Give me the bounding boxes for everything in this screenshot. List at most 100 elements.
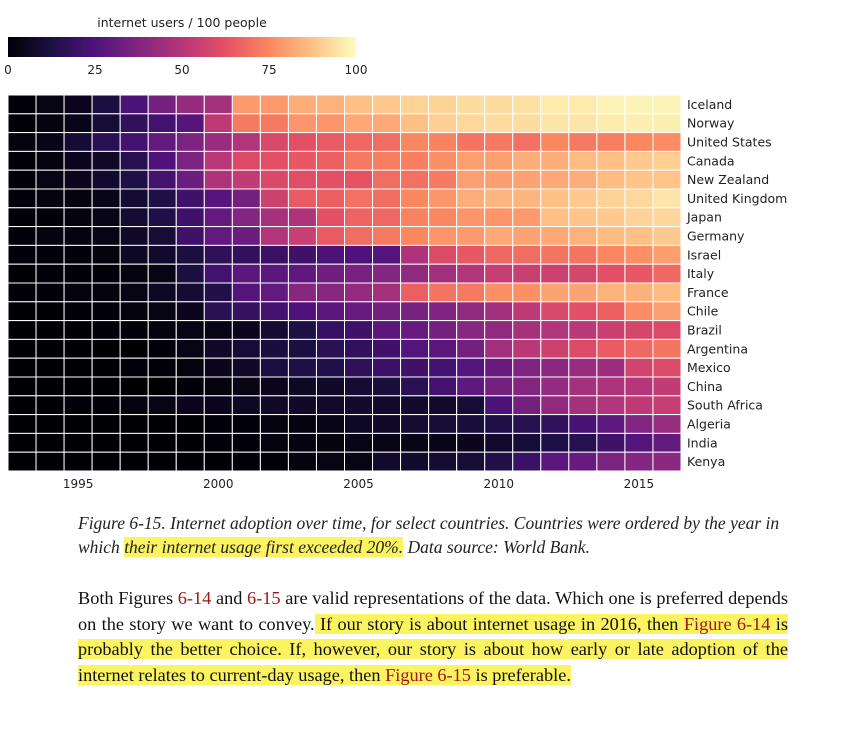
heatmap-cell	[35, 94, 65, 115]
heatmap-cell	[484, 395, 514, 416]
heatmap-cell	[7, 414, 37, 434]
heatmap-cell	[372, 414, 402, 434]
heatmap-cell	[287, 226, 317, 246]
heatmap-cell	[63, 338, 93, 359]
heatmap-cell	[231, 414, 261, 434]
heatmap-cell	[428, 414, 458, 434]
figure-caption: Figure 6-15. Internet adoption over time…	[78, 511, 788, 559]
heatmap-cell	[540, 94, 570, 115]
figure-link-6-15[interactable]: 6-15	[247, 588, 281, 608]
body-highlight-3: is preferable.	[470, 664, 571, 685]
heatmap-cell	[652, 226, 682, 246]
heatmap-cell	[652, 320, 682, 340]
country-label: Germany	[687, 229, 745, 244]
heatmap-cell	[428, 282, 458, 303]
heatmap-cell	[624, 207, 654, 228]
heatmap-cell	[175, 169, 205, 190]
heatmap-cell	[63, 150, 93, 171]
heatmap-cell	[624, 263, 654, 284]
heatmap-cell	[315, 132, 345, 152]
heatmap-cell	[484, 150, 514, 171]
figure-link-6-14-second[interactable]: Figure 6-14	[683, 613, 771, 634]
heatmap-cell	[287, 395, 317, 416]
heatmap-cell	[652, 395, 682, 416]
heatmap-cell	[91, 244, 121, 265]
heatmap-cell	[512, 169, 542, 190]
heatmap-cell	[344, 244, 374, 265]
heatmap-cell	[428, 207, 458, 228]
heatmap-cell	[175, 244, 205, 265]
heatmap-cell	[596, 432, 626, 453]
heatmap-cell	[540, 132, 570, 152]
heatmap-cell	[287, 150, 317, 171]
heatmap-cell	[428, 169, 458, 190]
heatmap-cell	[147, 432, 177, 453]
heatmap-cell	[428, 113, 458, 134]
heatmap-cell	[7, 282, 37, 303]
heatmap-cell	[344, 207, 374, 228]
heatmap-cell	[315, 357, 345, 378]
heatmap-cell	[119, 226, 149, 246]
heatmap-cell	[428, 338, 458, 359]
heatmap-cell	[512, 414, 542, 434]
heatmap-cell	[91, 188, 121, 209]
heatmap-cell	[175, 132, 205, 152]
figure-link-6-14[interactable]: 6-14	[177, 588, 212, 608]
heatmap-cell	[652, 169, 682, 190]
country-label: Israel	[687, 247, 721, 262]
heatmap-cell	[400, 414, 430, 434]
heatmap-cell	[624, 282, 654, 303]
heatmap-cell	[231, 207, 261, 228]
heatmap-cell	[568, 338, 598, 359]
heatmap-cell	[231, 357, 261, 378]
heatmap-cell	[7, 376, 37, 397]
heatmap-cell	[203, 414, 233, 434]
heatmap-cell	[287, 207, 317, 228]
heatmap-cell	[652, 150, 682, 171]
heatmap-cell	[512, 376, 542, 397]
heatmap-cell	[568, 301, 598, 322]
heatmap-cell	[596, 301, 626, 322]
heatmap-cell	[203, 395, 233, 416]
heatmap-cell	[147, 301, 177, 322]
heatmap-cell	[428, 263, 458, 284]
heatmap-cell	[287, 451, 317, 472]
heatmap-cell	[7, 207, 37, 228]
heatmap-cell	[596, 414, 626, 434]
figure-link-6-15-second[interactable]: Figure 6-15	[385, 664, 471, 685]
heatmap-cell	[259, 113, 289, 134]
country-label: Chile	[687, 304, 719, 319]
heatmap-cell	[568, 244, 598, 265]
country-label: Norway	[687, 116, 735, 131]
heatmap-cell	[147, 94, 177, 115]
heatmap-cell	[203, 207, 233, 228]
heatmap-cell	[259, 414, 289, 434]
heatmap-cell	[7, 132, 37, 152]
heatmap-cell	[203, 244, 233, 265]
year-tick-label: 2005	[343, 477, 374, 491]
country-label: India	[687, 435, 718, 450]
heatmap-cell	[35, 169, 65, 190]
heatmap-cell	[428, 395, 458, 416]
heatmap-cell	[624, 94, 654, 115]
heatmap-cell	[568, 169, 598, 190]
heatmap-cell	[372, 451, 402, 472]
country-label: China	[687, 379, 723, 394]
heatmap-cell	[372, 432, 402, 453]
heatmap-cell	[35, 320, 65, 340]
heatmap-cell	[624, 357, 654, 378]
heatmap-cell	[372, 263, 402, 284]
heatmap-cell	[287, 357, 317, 378]
heatmap-cell	[63, 320, 93, 340]
heatmap-cell	[456, 301, 486, 322]
heatmap-cell	[652, 282, 682, 303]
heatmap-cell	[512, 282, 542, 303]
heatmap-cell	[91, 263, 121, 284]
heatmap-cell	[203, 451, 233, 472]
heatmap-cell	[7, 226, 37, 246]
heatmap-cell	[203, 188, 233, 209]
heatmap-cell	[119, 150, 149, 171]
heatmap-cell	[540, 150, 570, 171]
heatmap-cell	[400, 301, 430, 322]
heatmap-cell	[259, 226, 289, 246]
